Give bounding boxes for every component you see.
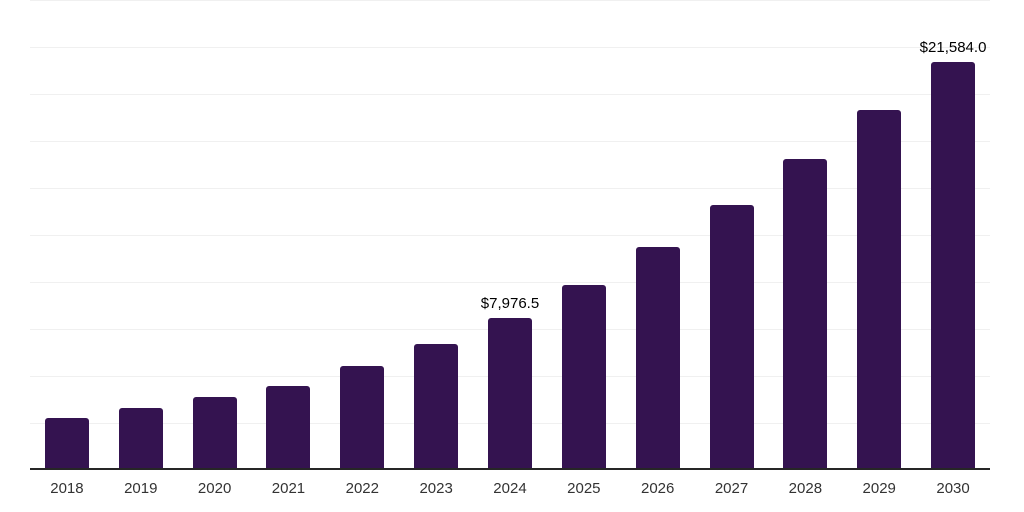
bar-series: $7,976.5 $21,584.0 [30, 0, 990, 468]
bar-2030[interactable] [931, 62, 976, 468]
x-tick-label-2028: 2028 [788, 480, 823, 497]
bar-value-label-2030: $21,584.0 [919, 39, 987, 56]
bar-2028[interactable] [783, 159, 828, 468]
gridline-22500 [30, 47, 990, 48]
bar-value-label-2024: $7,976.5 [480, 295, 540, 312]
bar-slot-2027 [695, 0, 769, 468]
bar-2027[interactable] [709, 205, 754, 468]
x-tick-label-2030: 2030 [936, 480, 970, 497]
bar-slot-2030: $21,584.0 [916, 0, 990, 468]
bar-2019[interactable] [118, 408, 163, 468]
bar-slot-2023 [399, 0, 473, 468]
x-axis: 2018 2019 2020 2021 2022 2023 2024 2025 2026 2027… [30, 480, 990, 497]
gridline-17500 [30, 141, 990, 142]
bar-2020[interactable] [192, 397, 237, 468]
bar-2024[interactable] [487, 318, 532, 468]
plot-area: $7,976.5 $21,584.0 [30, 0, 990, 470]
x-tick-label-2018: 2018 [50, 480, 84, 497]
x-tick-label-2024: 2024 [493, 480, 527, 497]
gridline-12500 [30, 235, 990, 236]
bar-2029[interactable] [857, 110, 902, 468]
x-tick-label-2029: 2029 [862, 480, 896, 497]
bar-slot-2026 [621, 0, 695, 468]
x-tick-label-2025: 2025 [567, 480, 601, 497]
x-tick-label-2020: 2020 [197, 480, 232, 497]
bar-2026[interactable] [635, 247, 680, 468]
bar-slot-2020 [178, 0, 252, 468]
bar-slot-2018 [30, 0, 104, 468]
x-tick-label-2026: 2026 [640, 480, 675, 497]
gridline-15000 [30, 188, 990, 189]
gridline-25000 [30, 0, 990, 1]
bar-slot-2021 [252, 0, 326, 468]
x-tick-label-2022: 2022 [345, 480, 379, 497]
x-tick-label-2023: 2023 [419, 480, 453, 497]
bar-slot-2022 [325, 0, 399, 468]
bar-2025[interactable] [561, 285, 606, 468]
bar-slot-2024: $7,976.5 [473, 0, 547, 468]
x-tick-label-2027: 2027 [714, 480, 749, 497]
bar-slot-2028 [768, 0, 842, 468]
x-tick-label-2019: 2019 [124, 480, 158, 497]
x-tick-label-2021: 2021 [271, 480, 306, 497]
bar-2022[interactable] [340, 366, 385, 468]
bar-2023[interactable] [414, 344, 459, 468]
gridline-10000 [30, 282, 990, 283]
bar-2021[interactable] [266, 386, 311, 468]
gridline-20000 [30, 94, 990, 95]
bar-slot-2029 [842, 0, 916, 468]
bar-slot-2025 [547, 0, 621, 468]
bar-2018[interactable] [44, 418, 89, 468]
bar-slot-2019 [104, 0, 178, 468]
